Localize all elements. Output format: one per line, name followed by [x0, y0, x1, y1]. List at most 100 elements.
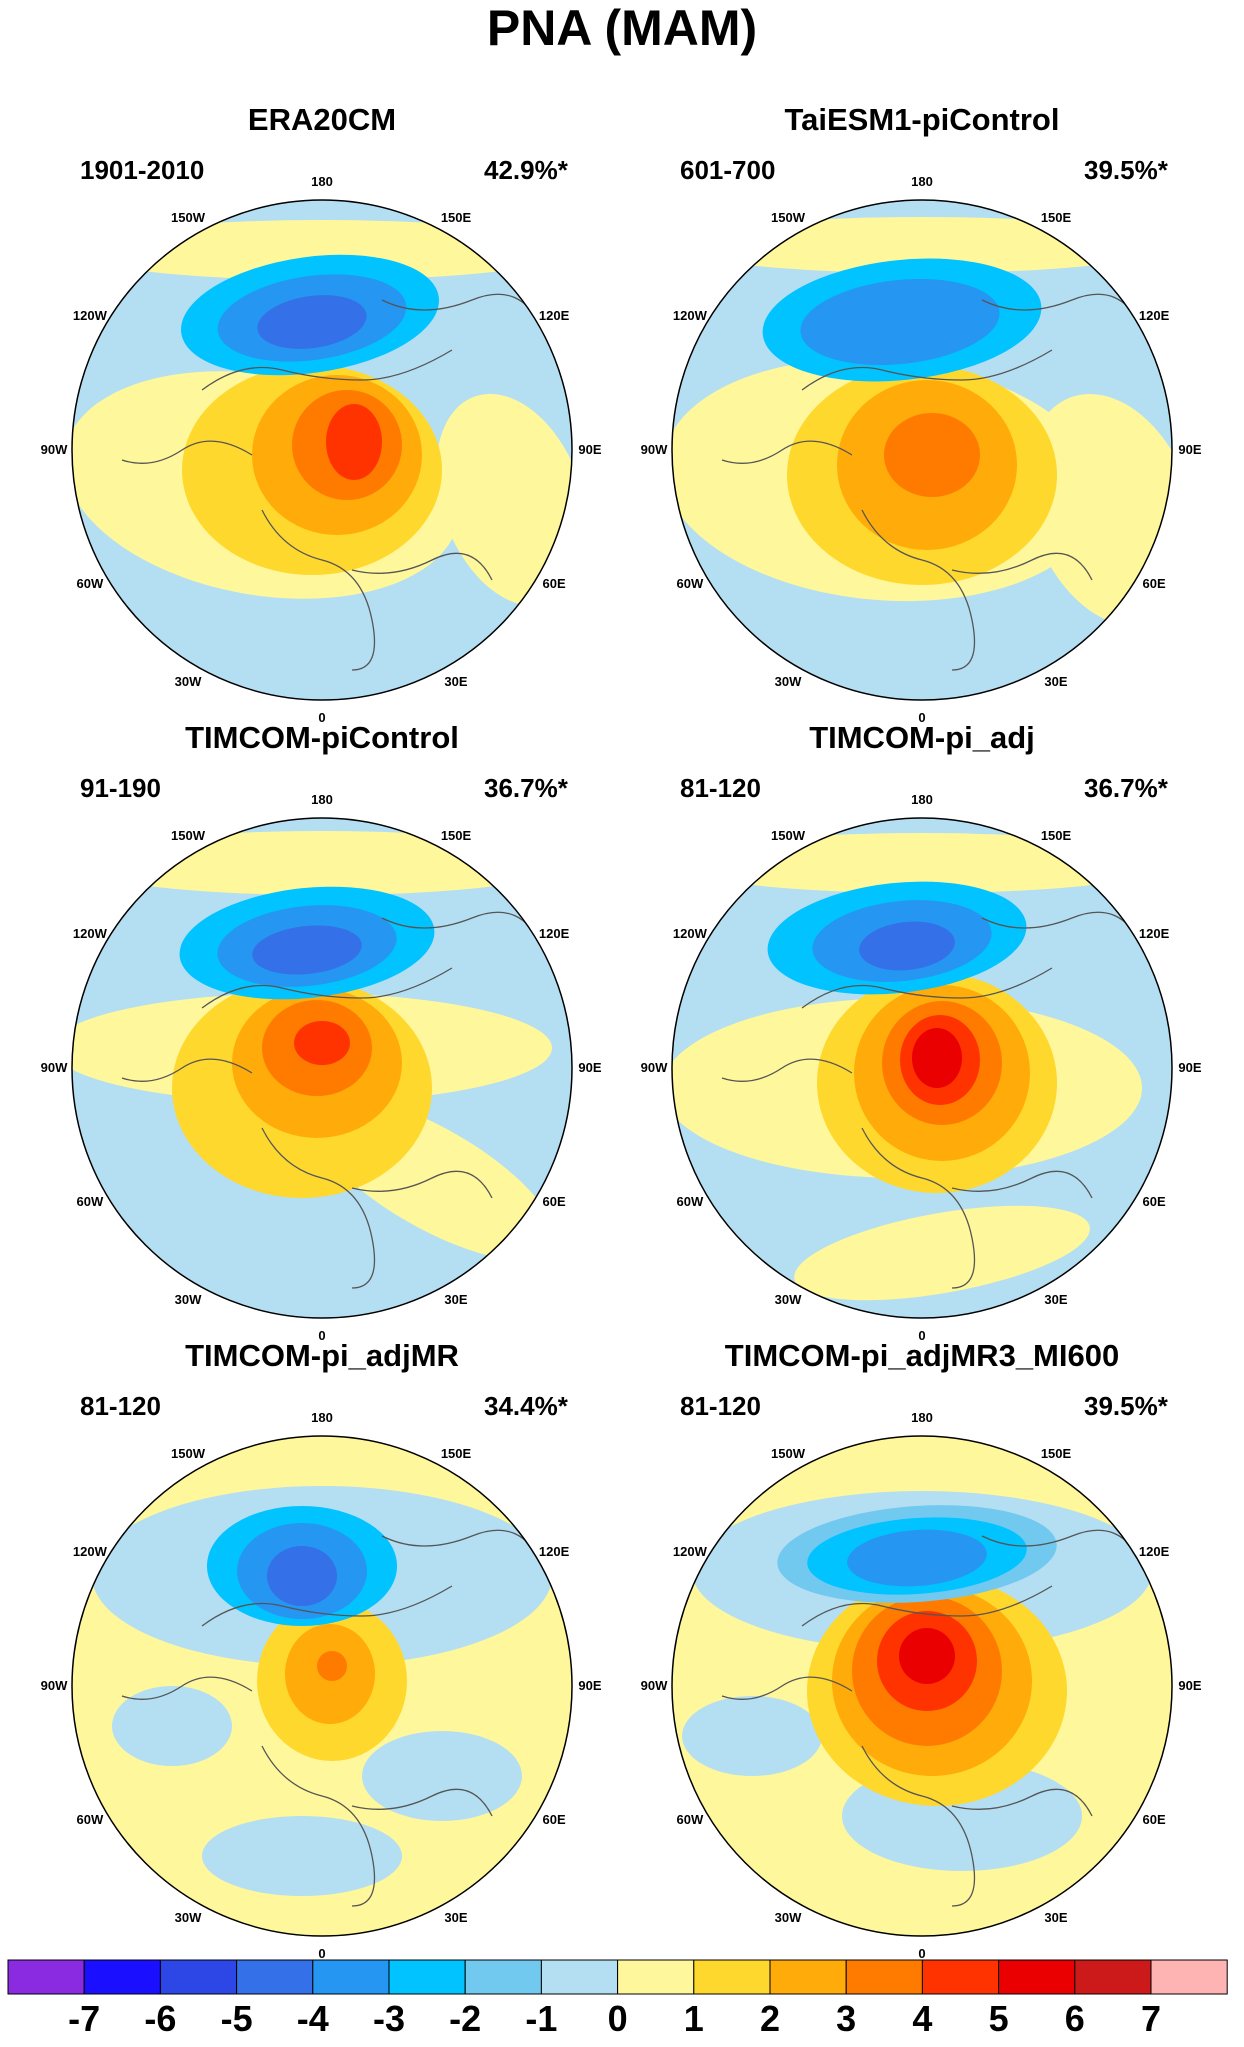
longitude-label: 90W [40, 1060, 68, 1075]
panel-title: TIMCOM-pi_adjMR [185, 1338, 459, 1373]
longitude-label: 120W [72, 1544, 107, 1559]
colorbar-swatch [693, 1959, 771, 1995]
longitude-label: 120E [1138, 308, 1170, 323]
panel-variance-percent: 39.5%* [1084, 1391, 1168, 1421]
colorbar-tick-label: 5 [988, 1998, 1009, 2039]
longitude-label: 180 [311, 1410, 333, 1425]
map-panel: TIMCOM-pi_adj 81-120 36.7%* 180 150E 120E 90E 6… [612, 720, 1232, 1348]
longitude-label: 0 [918, 1946, 926, 1961]
colorbar-tick-label: -5 [220, 1998, 253, 2039]
longitude-label: 30E [444, 1910, 468, 1926]
panel-years: 81-120 [680, 1391, 761, 1421]
longitude-label: 120E [538, 1544, 570, 1559]
colorbar-tick-label: -3 [372, 1998, 405, 2039]
colorbar-tick-label: 0 [607, 1998, 628, 2039]
longitude-label: 60E [1142, 1194, 1166, 1209]
positive-anomaly-contour [884, 413, 980, 497]
longitude-label: 90E [1178, 1678, 1202, 1693]
longitude-label: 150W [171, 1445, 205, 1461]
longitude-label: 180 [911, 792, 933, 807]
coastline [721, 911, 1143, 1289]
colorbar-swatch [1074, 1959, 1152, 1995]
coastline [721, 1529, 1143, 1907]
positive-anomaly-contour [912, 1028, 962, 1088]
polar-map [671, 1435, 1173, 1937]
coastline [121, 293, 543, 671]
colorbar-tick-label: 6 [1064, 1998, 1085, 2039]
panel-years: 601-700 [680, 155, 776, 185]
longitude-label: 60W [76, 1812, 104, 1827]
longitude-label: 30W [774, 674, 802, 690]
coastline [121, 911, 543, 1289]
colorbar-tick-label: -2 [449, 1998, 482, 2039]
colorbar-swatch [1150, 1959, 1228, 1995]
longitude-label: 30W [774, 1910, 802, 1926]
map-border [671, 1435, 1173, 1937]
longitude-label: 30W [774, 1292, 802, 1308]
longitude-label: 120W [72, 308, 107, 323]
colorbar-swatch [312, 1959, 390, 1995]
longitude-label: 30W [174, 674, 202, 690]
longitude-label: 150E [1040, 209, 1072, 225]
longitude-label: 60E [542, 1194, 566, 1209]
panel-title: ERA20CM [247, 102, 397, 137]
longitude-label: 120W [72, 926, 107, 941]
colorbar-tick-label: -4 [296, 1998, 329, 2039]
panel-years: 81-120 [680, 773, 761, 803]
map-border [71, 1435, 573, 1937]
coastline [121, 1529, 543, 1907]
negative-anomaly-contour [859, 921, 955, 971]
longitude-label: 0 [318, 1328, 326, 1343]
longitude-label: 90E [1178, 1060, 1202, 1075]
longitude-label: 150W [171, 209, 205, 225]
colorbar-tick-label: -6 [144, 1998, 177, 2039]
map-border [71, 817, 573, 1319]
panel-years: 1901-2010 [80, 155, 205, 185]
colorbar-tick-label: 7 [1140, 1998, 1162, 2039]
longitude-label: 120E [538, 926, 570, 941]
longitude-label: 120E [538, 308, 570, 323]
longitude-label: 0 [318, 1946, 326, 1961]
negative-anomaly-contour [267, 1546, 337, 1606]
longitude-label: 60W [76, 1194, 104, 1209]
longitude-label: 60E [1142, 1812, 1166, 1827]
colorbar-swatch [845, 1959, 923, 1995]
longitude-label: 180 [311, 174, 333, 189]
panel-title: TIMCOM-pi_adj [809, 720, 1035, 755]
longitude-label: 120W [672, 308, 707, 323]
colorbar-swatch [159, 1959, 238, 1995]
map-border [71, 199, 573, 701]
longitude-label: 30W [174, 1292, 202, 1308]
map-border [671, 817, 1173, 1319]
panel-variance-percent: 39.5%* [1084, 155, 1168, 185]
figure-title: PNA (MAM) [486, 0, 758, 56]
longitude-label: 30E [1044, 1292, 1068, 1308]
longitude-label: 90E [578, 1060, 602, 1075]
positive-anomaly-contour [317, 1651, 347, 1681]
polar-map [671, 199, 1173, 701]
longitude-label: 30E [1044, 1910, 1068, 1926]
colorbar-swatch [7, 1959, 85, 1995]
negative-anomaly-contour [847, 1529, 987, 1587]
panel-variance-percent: 34.4%* [484, 1391, 568, 1421]
colorbar-tick-label: 2 [759, 1998, 781, 2039]
positive-anomaly-contour [794, 1205, 1090, 1301]
longitude-label: 150E [1040, 827, 1072, 843]
longitude-label: 150W [771, 1445, 805, 1461]
colorbar-swatch [236, 1959, 314, 1995]
coastline [721, 293, 1143, 671]
colorbar-swatch [998, 1959, 1076, 1995]
positive-anomaly-contour [326, 404, 382, 480]
longitude-label: 60W [676, 1812, 704, 1827]
panel-years: 91-190 [80, 773, 161, 803]
longitude-label: 180 [911, 174, 933, 189]
longitude-label: 150E [1040, 1445, 1072, 1461]
panel-years: 81-120 [80, 1391, 161, 1421]
longitude-label: 120W [672, 1544, 707, 1559]
longitude-label: 150E [440, 827, 472, 843]
longitude-label: 120E [1138, 1544, 1170, 1559]
longitude-label: 90W [640, 1060, 668, 1075]
colorbar-swatch [617, 1959, 695, 1995]
polar-map [671, 817, 1173, 1319]
neutral-contour [362, 1731, 522, 1821]
